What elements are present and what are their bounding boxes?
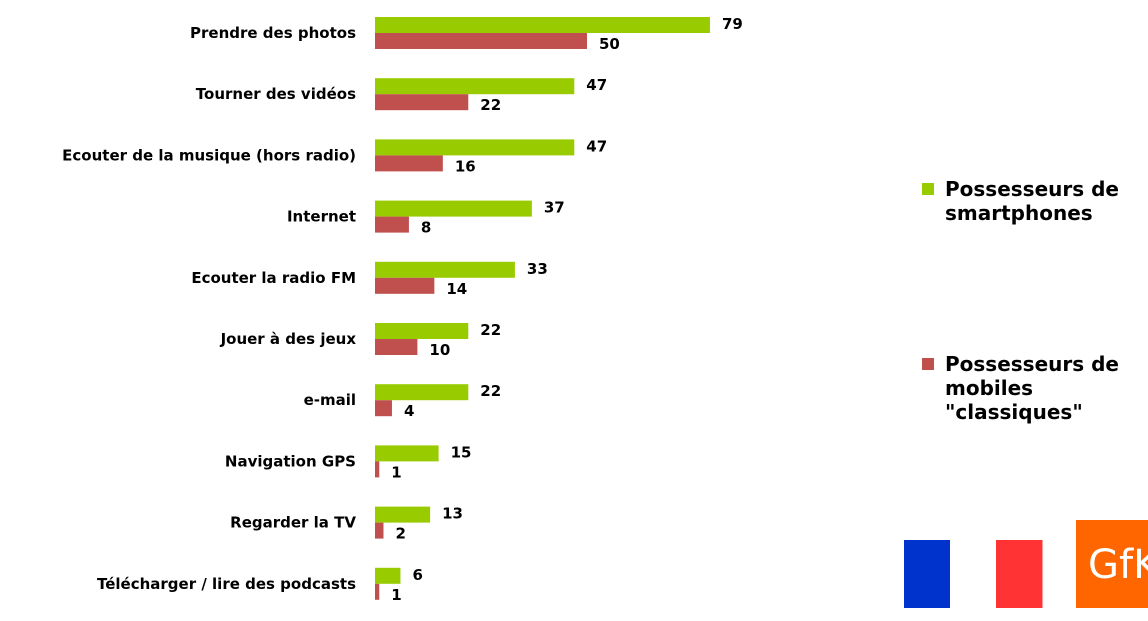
classic-mobile-value-label: 2 [395, 525, 405, 543]
france-flag [904, 540, 1043, 608]
bar-group: Prendre des photos 79 50 [190, 15, 743, 53]
legend-label: Possesseurs de [945, 177, 1119, 201]
classic-mobile-value-label: 4 [404, 402, 414, 420]
smartphone-value-label: 33 [527, 260, 548, 278]
smartphone-bar [375, 323, 469, 339]
classic-mobile-bar [375, 33, 587, 49]
gfk-logo-background [1076, 520, 1148, 608]
category-label: Navigation GPS [225, 452, 356, 470]
classic-mobile-value-label: 22 [480, 96, 501, 114]
smartphone-bar [375, 200, 532, 217]
bar-group: Tourner des vidéos 47 22 [196, 76, 607, 114]
classic-mobile-bar [375, 216, 409, 233]
bar-group: Télécharger / lire des podcasts 61 [97, 566, 423, 604]
category-label: Ecouter de la musique (hors radio) [62, 146, 356, 164]
flag-stripe [904, 540, 951, 608]
smartphone-bar [375, 445, 439, 462]
category-label: Prendre des photos [190, 24, 356, 42]
classic-mobile-value-label: 1 [391, 463, 401, 481]
smartphone-value-label: 79 [722, 15, 743, 33]
smartphone-value-label: 37 [544, 199, 565, 217]
classic-mobile-value-label: 10 [429, 341, 450, 359]
classic-mobile-bar [375, 400, 392, 417]
smartphone-value-label: 22 [480, 382, 501, 400]
smartphone-bar [375, 567, 401, 584]
gfk-logo-text: GfK [1088, 542, 1148, 588]
classic-mobile-bar [375, 155, 443, 172]
smartphone-value-label: 47 [586, 137, 607, 155]
classic-mobile-bar [375, 461, 380, 478]
gfk-logo: GfK [1076, 520, 1148, 608]
legend-label: "classiques" [945, 400, 1083, 424]
classic-mobile-value-label: 50 [599, 35, 620, 53]
legend-swatch [922, 183, 934, 195]
bar-plot: Prendre des photos 79 50 Tourner des vidéos… [62, 15, 743, 604]
legend-label: mobiles [945, 376, 1033, 400]
classic-mobile-value-label: 14 [446, 280, 467, 298]
category-label: Télécharger / lire des podcasts [97, 575, 356, 593]
smartphone-bar [375, 17, 710, 33]
category-label: Jouer à des jeux [220, 330, 357, 348]
smartphone-value-label: 22 [480, 321, 501, 339]
smartphone-value-label: 15 [451, 443, 472, 461]
classic-mobile-value-label: 1 [391, 586, 401, 604]
bar-group: Ecouter la radio FM 33 14 [191, 260, 547, 298]
smartphone-value-label: 13 [442, 505, 463, 523]
bar-group: Navigation GPS 15 1 [225, 443, 472, 481]
classic-mobile-bar [375, 94, 469, 111]
category-label: Internet [287, 208, 356, 226]
smartphone-value-label: 6 [412, 566, 422, 584]
category-label: e-mail [304, 391, 356, 409]
category-label: Tourner des vidéos [196, 85, 356, 103]
bar-group: Regarder la TV 13 2 [230, 505, 463, 543]
category-label: Regarder la TV [230, 514, 356, 532]
flag-stripe [950, 540, 997, 608]
legend-label: smartphones [945, 201, 1093, 225]
smartphone-bar [375, 139, 575, 156]
branding: GfK [904, 520, 1148, 608]
classic-mobile-bar [375, 339, 418, 355]
bar-group: e-mail 22 4 [304, 382, 502, 420]
smartphone-bar [375, 506, 431, 523]
classic-mobile-bar [375, 522, 384, 539]
classic-mobile-value-label: 8 [421, 219, 431, 237]
flag-stripe [996, 540, 1043, 608]
classic-mobile-bar [375, 277, 435, 294]
bar-group: Ecouter de la musique (hors radio) 47 16 [62, 137, 607, 175]
classic-mobile-bar [375, 583, 380, 600]
legend-swatch [922, 358, 934, 370]
classic-mobile-value-label: 16 [455, 157, 476, 175]
bar-group: Internet 37 8 [287, 199, 565, 237]
smartphone-bar [375, 78, 575, 95]
legend-label: Possesseurs de [945, 352, 1119, 376]
smartphone-bar [375, 384, 469, 401]
smartphone-value-label: 47 [586, 76, 607, 94]
category-label: Ecouter la radio FM [191, 269, 356, 287]
bar-group: Jouer à des jeux 22 10 [220, 321, 502, 359]
smartphone-bar [375, 261, 515, 278]
